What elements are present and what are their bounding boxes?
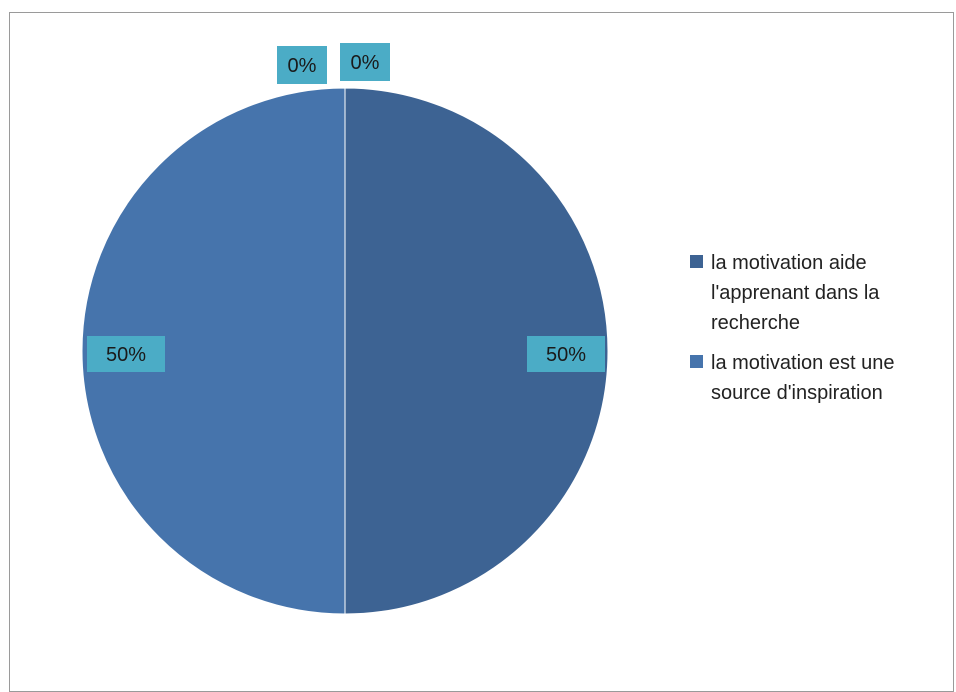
zero-label-1: 0% [277,46,327,84]
data-label-2: 50% [87,336,165,372]
data-label-2-text: 50% [106,344,146,366]
legend-item-1: la motivation aide l'apprenant dans la r… [690,248,950,338]
legend-label-1: la motivation aide l'apprenant dans la r… [711,248,946,338]
legend-label-1-line1: la motivation aide [711,252,867,274]
legend-label-2: la motivation est une source d'inspirati… [711,348,946,408]
data-label-2-box [87,336,165,372]
legend: la motivation aide l'apprenant dans la r… [690,248,950,418]
legend-label-1-line3: recherche [711,312,800,334]
legend-label-2-line1: la motivation est une [711,352,895,374]
legend-item-2: la motivation est une source d'inspirati… [690,348,950,408]
zero-label-2-text: 0% [351,52,380,74]
legend-swatch-2 [690,355,703,368]
data-label-1: 50% [527,336,605,372]
data-label-1-box [527,336,605,372]
zero-label-1-text: 0% [288,55,317,77]
legend-label-2-line2: source d'inspiration [711,382,883,404]
zero-label-1-box [277,46,327,84]
pie-slice-2 [81,87,346,615]
zero-label-2-box [340,43,390,81]
data-label-1-text: 50% [546,344,586,366]
legend-label-1-line2: l'apprenant dans la [711,282,880,304]
zero-label-2: 0% [340,43,390,81]
pie-chart: 50% 50% 0% 0% [81,43,609,615]
legend-swatch-1 [690,255,703,268]
pie-slice-1 [344,87,609,615]
